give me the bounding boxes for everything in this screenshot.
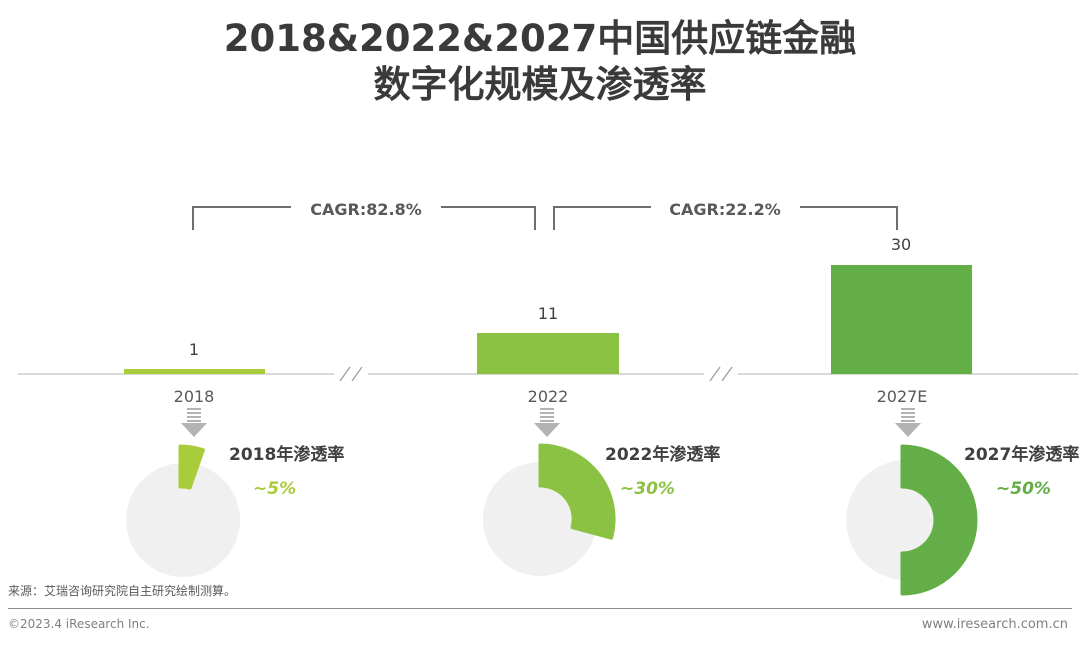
axis-break-1 [334, 366, 368, 382]
pie-2018 [126, 444, 240, 577]
down-arrow-icon [895, 408, 921, 437]
pie-2022 [483, 443, 616, 576]
copyright: ©2023.4 iResearch Inc. [8, 617, 150, 631]
pie-value-2018: ~5% [253, 479, 297, 499]
chart-title-line2: 数字化规模及渗透率 [373, 63, 707, 106]
website-link[interactable]: www.iresearch.com.cn [921, 617, 1068, 632]
bar-value-2018: 1 [188, 340, 200, 359]
cagr-label-1: CAGR:82.8% [310, 200, 422, 219]
x-tick-2027: 2027E [876, 387, 928, 406]
pie-value-2027: ~50% [996, 479, 1051, 499]
pie-2027 [846, 444, 978, 596]
x-tick-2022: 2022 [527, 387, 569, 406]
cagr-bracket-2 [553, 206, 898, 230]
axis-break-2 [704, 366, 738, 382]
chart-title-line1: 2018&2022&2027中国供应链金融 [223, 17, 857, 60]
bar-value-2022: 11 [537, 304, 559, 323]
bar-2018 [124, 369, 265, 374]
down-arrow-icon [534, 408, 560, 437]
pie-title-2022: 2022年渗透率 [605, 445, 721, 465]
bar-value-2027: 30 [890, 235, 912, 254]
pie-title-2018: 2018年渗透率 [229, 445, 345, 465]
pie-title-2027: 2027年渗透率 [964, 445, 1080, 465]
bar-2027 [831, 265, 972, 374]
footer-divider [8, 608, 1072, 609]
cagr-label-2: CAGR:22.2% [669, 200, 781, 219]
source-note: 来源：艾瑞咨询研究院自主研究绘制测算。 [8, 584, 237, 598]
down-arrow-icon [181, 408, 207, 437]
x-tick-2018: 2018 [173, 387, 215, 406]
pie-value-2022: ~30% [620, 479, 675, 499]
cagr-bracket-1 [192, 206, 536, 230]
bar-2022 [477, 333, 619, 374]
